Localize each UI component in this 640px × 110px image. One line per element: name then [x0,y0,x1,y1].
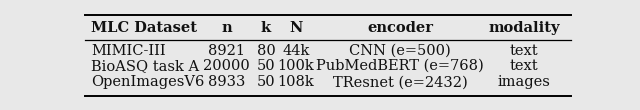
Text: images: images [497,75,550,89]
Text: TResnet (e=2432): TResnet (e=2432) [333,75,467,89]
Text: modality: modality [488,21,559,35]
Text: 8921: 8921 [208,44,245,58]
Text: text: text [509,59,538,73]
Text: BioASQ task A: BioASQ task A [91,59,199,73]
Text: n: n [221,21,232,35]
Text: 100k: 100k [277,59,314,73]
Text: 50: 50 [257,59,275,73]
Text: 44k: 44k [282,44,310,58]
Text: text: text [509,44,538,58]
Text: 50: 50 [257,75,275,89]
Text: MLC Dataset: MLC Dataset [91,21,197,35]
Text: 80: 80 [257,44,275,58]
Text: CNN (e=500): CNN (e=500) [349,44,451,58]
Text: MIMIC-III: MIMIC-III [91,44,166,58]
Text: 8933: 8933 [207,75,245,89]
Text: 108k: 108k [277,75,314,89]
Text: encoder: encoder [367,21,433,35]
Text: N: N [289,21,303,35]
Text: 20000: 20000 [203,59,250,73]
Text: OpenImagesV6: OpenImagesV6 [91,75,204,89]
Text: PubMedBERT (e=768): PubMedBERT (e=768) [316,59,484,73]
Text: k: k [261,21,271,35]
